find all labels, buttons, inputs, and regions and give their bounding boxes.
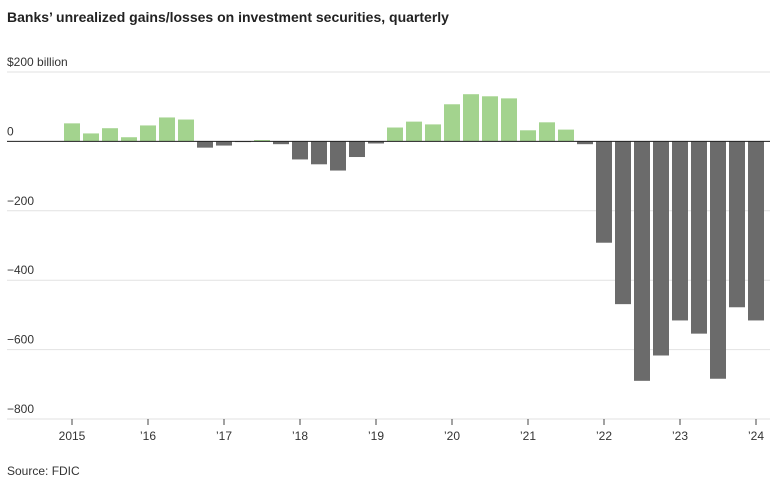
y-tick-label: −200 [7,194,34,208]
bar [691,141,707,334]
chart-title: Banks’ unrealized gains/losses on invest… [7,9,449,25]
bar [444,104,460,142]
bar [520,130,536,142]
x-tick-label: ’19 [368,429,384,443]
bar [368,141,384,144]
y-tick-label: −400 [7,263,34,277]
bar [254,140,270,142]
bar [83,133,99,142]
bar [501,98,517,142]
bar [273,141,289,145]
bar [463,94,479,142]
bar [121,137,137,142]
bar [596,141,612,243]
x-tick-label: ’18 [292,429,308,443]
bar [748,141,764,321]
bar [710,141,726,379]
bar [653,141,669,356]
x-tick-label: ’22 [596,429,612,443]
bar [311,141,327,165]
bar [615,141,631,305]
bar [140,125,156,142]
bar [292,141,308,160]
x-tick-label: ’23 [672,429,688,443]
x-tick-label: ’20 [444,429,460,443]
bar [159,117,175,142]
y-tick-label: −800 [7,402,34,416]
bar [672,141,688,321]
y-tick-label: $200 billion [7,55,68,69]
bar [539,122,555,142]
bar [216,141,232,146]
bar [577,141,593,145]
bar [64,123,80,142]
bar [330,141,346,171]
source-note: Source: FDIC [7,464,80,478]
bar [178,119,194,142]
x-tick-label: ’16 [140,429,156,443]
x-tick-label: ’24 [748,429,764,443]
bar [482,96,498,142]
bar [425,124,441,142]
bar [387,127,403,142]
y-tick-label: 0 [7,124,14,138]
bar [349,141,365,158]
bar [102,128,118,142]
x-tick-label: ’21 [520,429,536,443]
y-tick-label: −600 [7,333,34,347]
x-tick-label: 2015 [59,429,86,443]
bar [634,141,650,381]
bar [406,121,422,142]
x-tick-label: ’17 [216,429,232,443]
bar [197,141,213,148]
bar [558,129,574,142]
bar [729,141,745,308]
